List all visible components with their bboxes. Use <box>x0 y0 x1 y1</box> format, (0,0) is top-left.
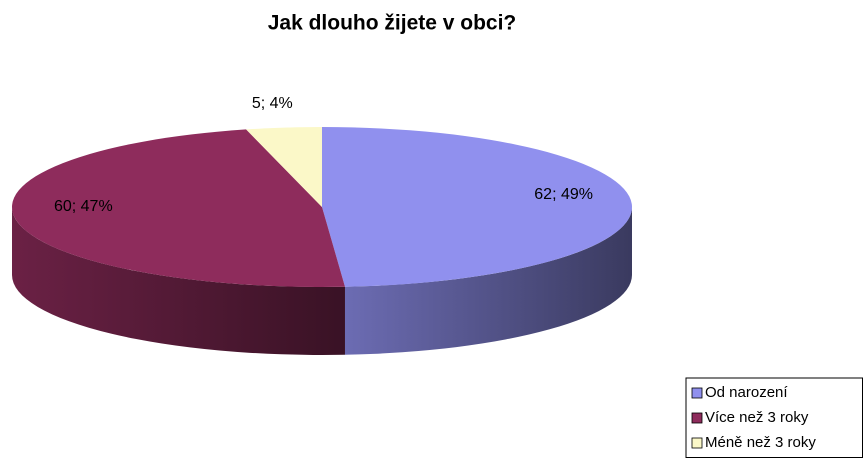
legend-swatch <box>691 437 703 449</box>
legend-swatch <box>691 387 703 399</box>
chart-title: Jak dlouho žijete v obci? <box>268 12 517 35</box>
slice-side <box>12 207 345 355</box>
slice <box>11 129 345 288</box>
slice <box>322 127 633 287</box>
legend-label: Více než 3 roky <box>705 409 809 426</box>
data-label: 60; 47% <box>54 198 113 215</box>
data-label: 62; 49% <box>534 186 593 203</box>
slice <box>246 127 322 207</box>
legend-label: Méně než 3 roky <box>705 434 816 451</box>
data-label: 5; 4% <box>252 95 293 112</box>
slice-side <box>344 207 632 355</box>
legend-label: Od narození <box>705 384 788 401</box>
legend-swatch <box>691 412 703 424</box>
